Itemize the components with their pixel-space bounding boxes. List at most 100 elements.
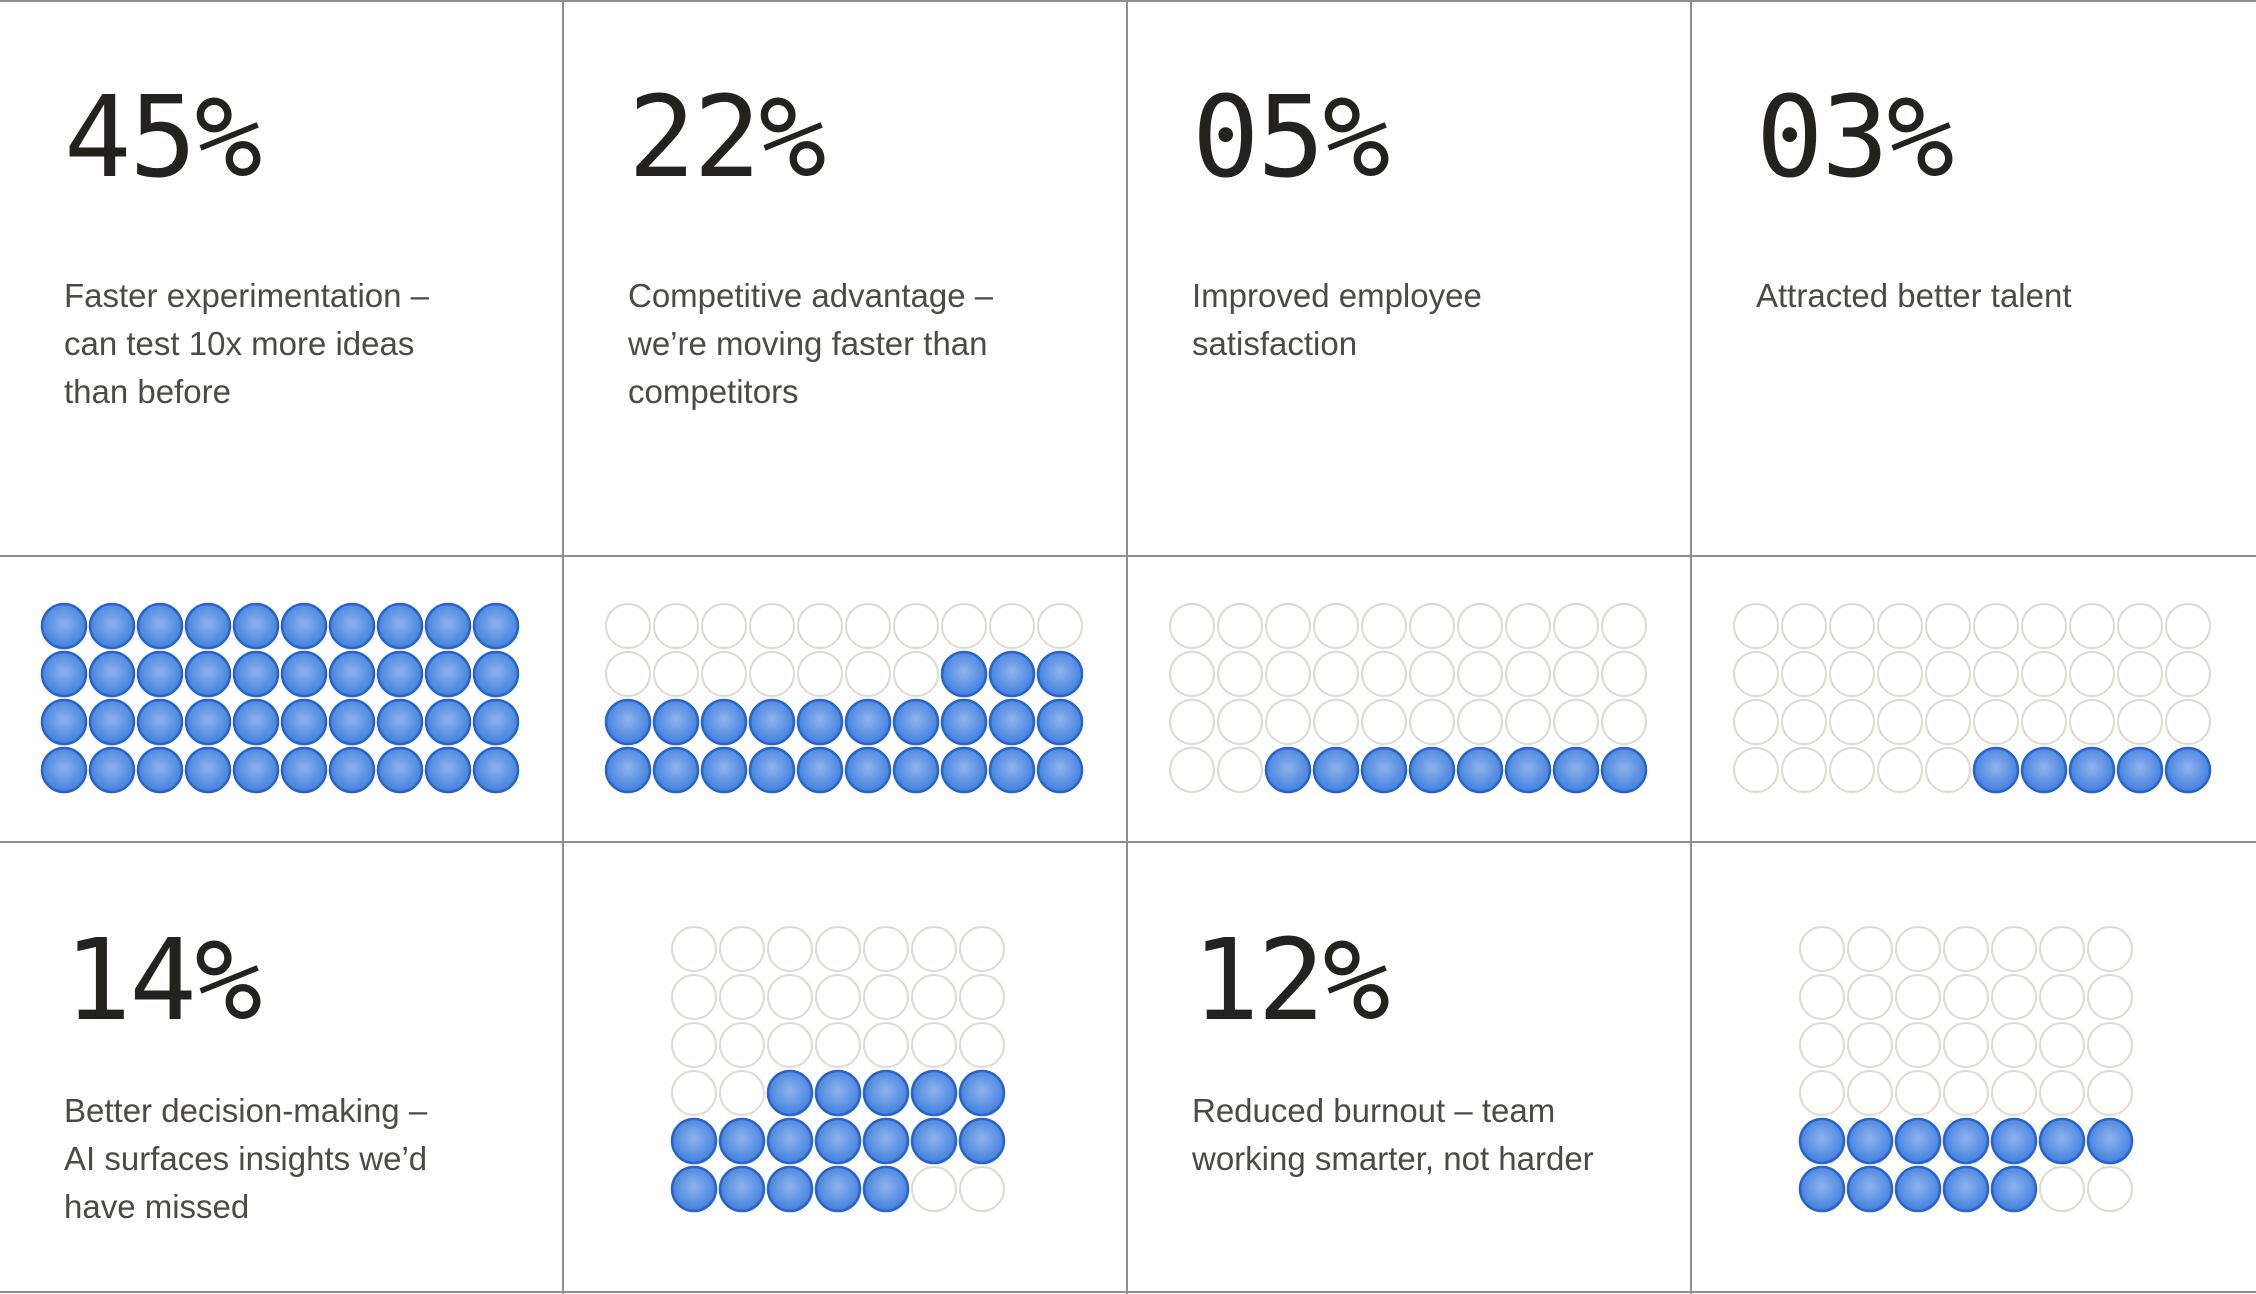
dot-filled (1846, 1165, 1894, 1213)
dot-filled (280, 602, 328, 650)
dot-filled (670, 1117, 718, 1165)
dot-empty (1217, 651, 1263, 697)
dot-empty (1799, 926, 1845, 972)
dot-empty (605, 651, 651, 697)
dot-filled (1990, 1165, 2038, 1213)
dot-filled (670, 1165, 718, 1213)
dot-empty (653, 603, 699, 649)
dot-empty (767, 926, 813, 972)
dot-empty (1847, 974, 1893, 1020)
dot-filled (652, 698, 700, 746)
divider-horizontal (0, 0, 2256, 2)
dot-filled (232, 602, 280, 650)
dot-empty (1601, 651, 1647, 697)
dot-filled (940, 698, 988, 746)
stat-value: 14% (64, 916, 262, 1046)
dot-empty (1169, 699, 1215, 745)
dot-filled (280, 650, 328, 698)
dot-empty (1829, 747, 1875, 793)
dot-filled (958, 1069, 1006, 1117)
dot-empty (1505, 651, 1551, 697)
dot-filled (136, 698, 184, 746)
dot-empty (845, 603, 891, 649)
dot-empty (2039, 926, 2085, 972)
dot-filled (184, 602, 232, 650)
dot-empty (2039, 974, 2085, 1020)
dot-filled (1552, 746, 1600, 794)
dot-empty (1925, 699, 1971, 745)
dot-empty (2117, 651, 2163, 697)
stat-value: 05% (1192, 73, 1390, 203)
dot-empty (1313, 699, 1359, 745)
waffle-chart-reduced-burnout (1798, 926, 2134, 1213)
dot-filled (1798, 1165, 1846, 1213)
dot-filled (1600, 746, 1648, 794)
dot-filled (862, 1117, 910, 1165)
dot-filled (1456, 746, 1504, 794)
dot-empty (911, 1022, 957, 1068)
dot-empty (671, 974, 717, 1020)
dot-empty (719, 1022, 765, 1068)
dot-filled (184, 746, 232, 794)
dot-filled (766, 1165, 814, 1213)
dot-empty (1553, 699, 1599, 745)
divider-vertical (562, 0, 564, 1294)
dot-empty (845, 651, 891, 697)
dot-filled (328, 698, 376, 746)
dot-filled (766, 1117, 814, 1165)
description-line: can test 10x more ideas (64, 325, 415, 362)
stat-value: 12% (1192, 916, 1390, 1046)
dot-filled (844, 746, 892, 794)
dot-filled (748, 746, 796, 794)
divider-horizontal (0, 1291, 2256, 1293)
stat-description: Attracted better talent (1756, 272, 2072, 320)
waffle-chart-faster-experimentation (40, 602, 520, 794)
dot-empty (1169, 747, 1215, 793)
dot-empty (1943, 926, 1989, 972)
divider-vertical (1126, 0, 1128, 1294)
dot-filled (40, 698, 88, 746)
dot-empty (797, 603, 843, 649)
dot-empty (767, 1022, 813, 1068)
dot-empty (2165, 699, 2211, 745)
dot-filled (796, 746, 844, 794)
dot-filled (1942, 1117, 1990, 1165)
dot-empty (1943, 974, 1989, 1020)
dot-empty (1877, 747, 1923, 793)
dot-empty (1169, 603, 1215, 649)
dot-filled (1408, 746, 1456, 794)
dot-empty (2165, 651, 2211, 697)
dot-empty (1361, 651, 1407, 697)
dot-empty (863, 926, 909, 972)
dot-empty (1733, 651, 1779, 697)
dot-filled (718, 1117, 766, 1165)
dot-empty (1991, 1022, 2037, 1068)
description-line: Improved employee (1192, 277, 1482, 314)
stat-card-competitive-advantage: 22% Competitive advantage – we’re moving… (564, 0, 1126, 555)
dot-empty (1037, 603, 1083, 649)
dot-empty (1781, 699, 1827, 745)
dot-empty (1457, 603, 1503, 649)
dot-filled (1036, 650, 1084, 698)
dot-filled (472, 698, 520, 746)
description-line: Competitive advantage – (628, 277, 994, 314)
dot-filled (718, 1165, 766, 1213)
dot-empty (989, 603, 1035, 649)
dot-filled (88, 746, 136, 794)
dot-empty (1799, 974, 1845, 1020)
dot-empty (671, 1070, 717, 1116)
dot-empty (1265, 699, 1311, 745)
dot-filled (892, 746, 940, 794)
dot-empty (671, 1022, 717, 1068)
dot-empty (605, 603, 651, 649)
dot-filled (2086, 1117, 2134, 1165)
dot-filled (958, 1117, 1006, 1165)
description-line: Better decision-making – (64, 1092, 428, 1129)
dot-empty (2087, 1070, 2133, 1116)
dot-empty (2165, 603, 2211, 649)
dot-empty (1973, 603, 2019, 649)
dot-filled (88, 650, 136, 698)
dot-empty (959, 1166, 1005, 1212)
dot-empty (1877, 699, 1923, 745)
dot-filled (862, 1069, 910, 1117)
